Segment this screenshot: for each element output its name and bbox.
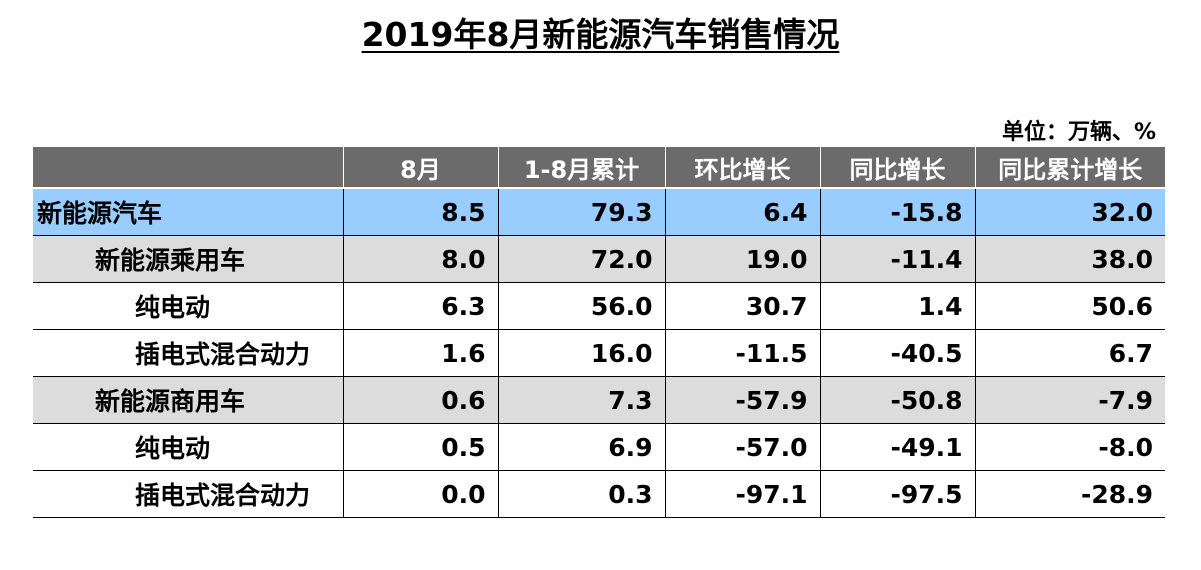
row-label: 新能源汽车 bbox=[33, 187, 343, 236]
cell-mom: -57.9 bbox=[664, 376, 820, 424]
page-title: 2019年8月新能源汽车销售情况 bbox=[0, 8, 1201, 56]
cell-ytd-yoy: -8.0 bbox=[974, 423, 1165, 471]
cell-ytd: 79.3 bbox=[497, 187, 665, 236]
cell-mom: -57.0 bbox=[664, 423, 820, 471]
cell-ytd-yoy: 6.7 bbox=[974, 329, 1165, 377]
table-row: 插电式混合动力 0.0 0.3 -97.1 -97.5 -28.9 bbox=[33, 470, 1165, 518]
cell-month: 0.6 bbox=[342, 376, 498, 424]
cell-month: 8.0 bbox=[342, 235, 498, 283]
cell-yoy: -49.1 bbox=[819, 423, 975, 471]
row-label: 插电式混合动力 bbox=[33, 329, 343, 377]
page-title-text: 2019年8月新能源汽车销售情况 bbox=[361, 15, 840, 54]
cell-ytd: 6.9 bbox=[497, 423, 665, 471]
header-cell-month: 8月 bbox=[342, 147, 498, 189]
sales-table: 8月 1-8月累计 环比增长 同比增长 同比累计增长 新能源汽车 8.5 79.… bbox=[33, 147, 1165, 518]
cell-ytd: 56.0 bbox=[497, 282, 665, 330]
cell-month: 0.0 bbox=[342, 470, 498, 518]
row-label: 新能源商用车 bbox=[33, 376, 343, 424]
row-label: 纯电动 bbox=[33, 423, 343, 471]
cell-mom: 19.0 bbox=[664, 235, 820, 283]
row-label: 新能源乘用车 bbox=[33, 235, 343, 283]
cell-ytd-yoy: 50.6 bbox=[974, 282, 1165, 330]
cell-yoy: -40.5 bbox=[819, 329, 975, 377]
row-label: 纯电动 bbox=[33, 282, 343, 330]
cell-yoy: -15.8 bbox=[819, 187, 975, 236]
cell-month: 6.3 bbox=[342, 282, 498, 330]
cell-ytd: 16.0 bbox=[497, 329, 665, 377]
cell-mom: -11.5 bbox=[664, 329, 820, 377]
cell-ytd: 7.3 bbox=[497, 376, 665, 424]
cell-mom: -97.1 bbox=[664, 470, 820, 518]
row-label: 插电式混合动力 bbox=[33, 470, 343, 518]
cell-ytd-yoy: 38.0 bbox=[974, 235, 1165, 283]
cell-yoy: 1.4 bbox=[819, 282, 975, 330]
table-row: 新能源汽车 8.5 79.3 6.4 -15.8 32.0 bbox=[33, 187, 1165, 236]
unit-label: 单位：万辆、% bbox=[1001, 120, 1156, 145]
header-cell-yoy: 同比增长 bbox=[819, 147, 975, 189]
table-row: 新能源商用车 0.6 7.3 -57.9 -50.8 -7.9 bbox=[33, 376, 1165, 424]
cell-mom: 6.4 bbox=[664, 187, 820, 236]
cell-ytd-yoy: -7.9 bbox=[974, 376, 1165, 424]
table-row: 纯电动 0.5 6.9 -57.0 -49.1 -8.0 bbox=[33, 423, 1165, 471]
cell-ytd: 72.0 bbox=[497, 235, 665, 283]
cell-month: 1.6 bbox=[342, 329, 498, 377]
header-cell-mom: 环比增长 bbox=[664, 147, 820, 189]
table-row: 纯电动 6.3 56.0 30.7 1.4 50.6 bbox=[33, 282, 1165, 330]
cell-month: 8.5 bbox=[342, 187, 498, 236]
cell-yoy: -50.8 bbox=[819, 376, 975, 424]
header-cell-ytd-yoy: 同比累计增长 bbox=[974, 147, 1165, 189]
header-cell-ytd: 1-8月累计 bbox=[497, 147, 665, 189]
cell-ytd-yoy: -28.9 bbox=[974, 470, 1165, 518]
table-row: 新能源乘用车 8.0 72.0 19.0 -11.4 38.0 bbox=[33, 235, 1165, 283]
cell-yoy: -97.5 bbox=[819, 470, 975, 518]
header-cell-category bbox=[33, 147, 343, 189]
table-header-row: 8月 1-8月累计 环比增长 同比增长 同比累计增长 bbox=[33, 147, 1165, 189]
cell-ytd-yoy: 32.0 bbox=[974, 187, 1165, 236]
table-row: 插电式混合动力 1.6 16.0 -11.5 -40.5 6.7 bbox=[33, 329, 1165, 377]
cell-mom: 30.7 bbox=[664, 282, 820, 330]
cell-yoy: -11.4 bbox=[819, 235, 975, 283]
cell-month: 0.5 bbox=[342, 423, 498, 471]
cell-ytd: 0.3 bbox=[497, 470, 665, 518]
